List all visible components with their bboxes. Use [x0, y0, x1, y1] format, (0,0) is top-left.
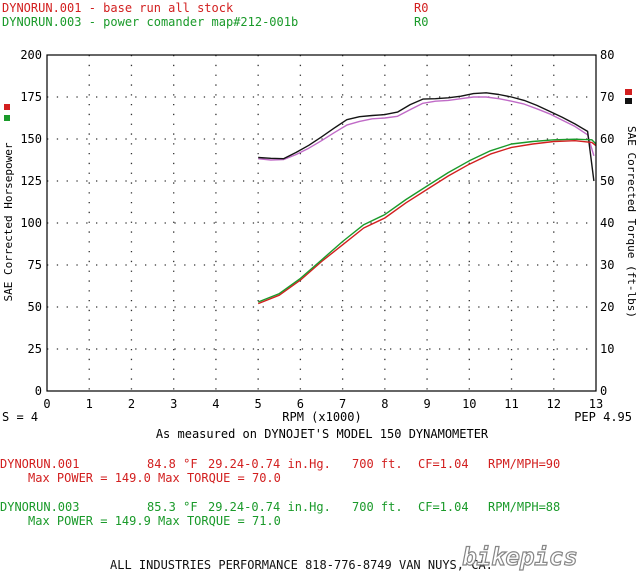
pep-label: PEP 4.95 [574, 410, 632, 424]
run2-max-line: Max POWER = 149.9 Max TORQUE = 71.0 [28, 514, 281, 528]
y-tick-label-right: 40 [600, 216, 614, 230]
y-tick-label-left: 175 [20, 90, 42, 104]
run1-footer: DYNORUN.001 84.8 °F 29.24-0.74 in.Hg. 70… [0, 457, 560, 485]
x-tick-label: 13 [589, 397, 603, 411]
y-tick-label-left: 150 [20, 132, 42, 146]
run2-temp: 85.3 °F [147, 500, 198, 514]
y-tick-label-right: 60 [600, 132, 614, 146]
smoothing-label: S = 4 [2, 410, 38, 424]
grid [47, 55, 596, 391]
run1-ratio: RPM/MPH=90 [488, 457, 560, 471]
y-tick-label-right: 80 [600, 48, 614, 62]
run1-temp: 84.8 °F [147, 457, 198, 471]
y-tick-label-right: 10 [600, 342, 614, 356]
run1-header-tag: R0 [414, 1, 428, 15]
y-tick-label-left: 100 [20, 216, 42, 230]
run1-header-label: DYNORUN.001 - base run all stock [2, 1, 234, 15]
y-tick-label-left: 50 [28, 300, 42, 314]
dyno-model-line: As measured on DYNOJET'S MODEL 150 DYNAM… [156, 427, 489, 441]
x-tick-label: 3 [170, 397, 177, 411]
series-line-dynorun-003-power [257, 138, 597, 303]
y-tick-label-right: 50 [600, 174, 614, 188]
x-tick-label: 5 [255, 397, 262, 411]
x-tick-label: 6 [297, 397, 304, 411]
run2-cf: CF=1.04 [418, 500, 469, 514]
series-line-dynorun-001-torque [258, 96, 595, 161]
edge-markers [4, 89, 632, 121]
left-marker-red [4, 104, 10, 110]
x-tick-label: 11 [504, 397, 518, 411]
y-tick-label-left: 200 [20, 48, 42, 62]
series-line-dynorun-001-power [257, 140, 597, 305]
y-tick-label-left: 0 [35, 384, 42, 398]
y-tick-label-left: 75 [28, 258, 42, 272]
x-tick-label: 0 [43, 397, 50, 411]
series-lines [257, 92, 597, 305]
x-tick-label: 12 [547, 397, 561, 411]
y-axis-label-left: SAE Corrected Horsepower [2, 142, 15, 301]
y-tick-label-right: 70 [600, 90, 614, 104]
tick-labels: 0 1 2 3 4 5 6 7 8 9 10 11 12 130255075100125150175200… [20, 48, 614, 411]
run2-footer: DYNORUN.003 85.3 °F 29.24-0.74 in.Hg. 70… [0, 500, 560, 528]
y-axis-label-right: SAE Corrected Torque (ft-lbs) [625, 126, 638, 318]
run1-name: DYNORUN.001 [0, 457, 79, 471]
run2-ratio: RPM/MPH=88 [488, 500, 560, 514]
right-marker-red [625, 89, 632, 95]
run2-header-label: DYNORUN.003 - power comander map#212-001… [2, 15, 298, 29]
shop-line: ALL INDUSTRIES PERFORMANCE 818-776-8749 … [110, 558, 493, 572]
run1-baro: 29.24-0.74 in.Hg. [208, 457, 331, 471]
x-tick-label: 9 [423, 397, 430, 411]
run1-cf: CF=1.04 [418, 457, 469, 471]
run1-max-line: Max POWER = 149.0 Max TORQUE = 70.0 [28, 471, 281, 485]
plot-frame [46, 54, 597, 392]
series-line-dynorun-003-torque [258, 92, 595, 182]
y-tick-label-left: 25 [28, 342, 42, 356]
run2-baro: 29.24-0.74 in.Hg. [208, 500, 331, 514]
y-tick-label-right: 30 [600, 258, 614, 272]
x-tick-label: 7 [339, 397, 346, 411]
x-axis-label: RPM (x1000) [282, 410, 361, 424]
run2-name: DYNORUN.003 [0, 500, 79, 514]
left-marker-green [4, 115, 10, 121]
x-tick-label: 10 [462, 397, 476, 411]
x-tick-label: 2 [128, 397, 135, 411]
run1-alt: 700 ft. [352, 457, 403, 471]
right-marker-black [625, 98, 632, 104]
y-tick-label-right: 20 [600, 300, 614, 314]
x-tick-label: 8 [381, 397, 388, 411]
watermark-logo: bikepics [462, 543, 578, 571]
run2-header-tag: R0 [414, 15, 428, 29]
x-tick-label: 4 [212, 397, 219, 411]
y-tick-label-left: 125 [20, 174, 42, 188]
run2-alt: 700 ft. [352, 500, 403, 514]
y-tick-label-right: 0 [600, 384, 607, 398]
x-tick-label: 1 [86, 397, 93, 411]
